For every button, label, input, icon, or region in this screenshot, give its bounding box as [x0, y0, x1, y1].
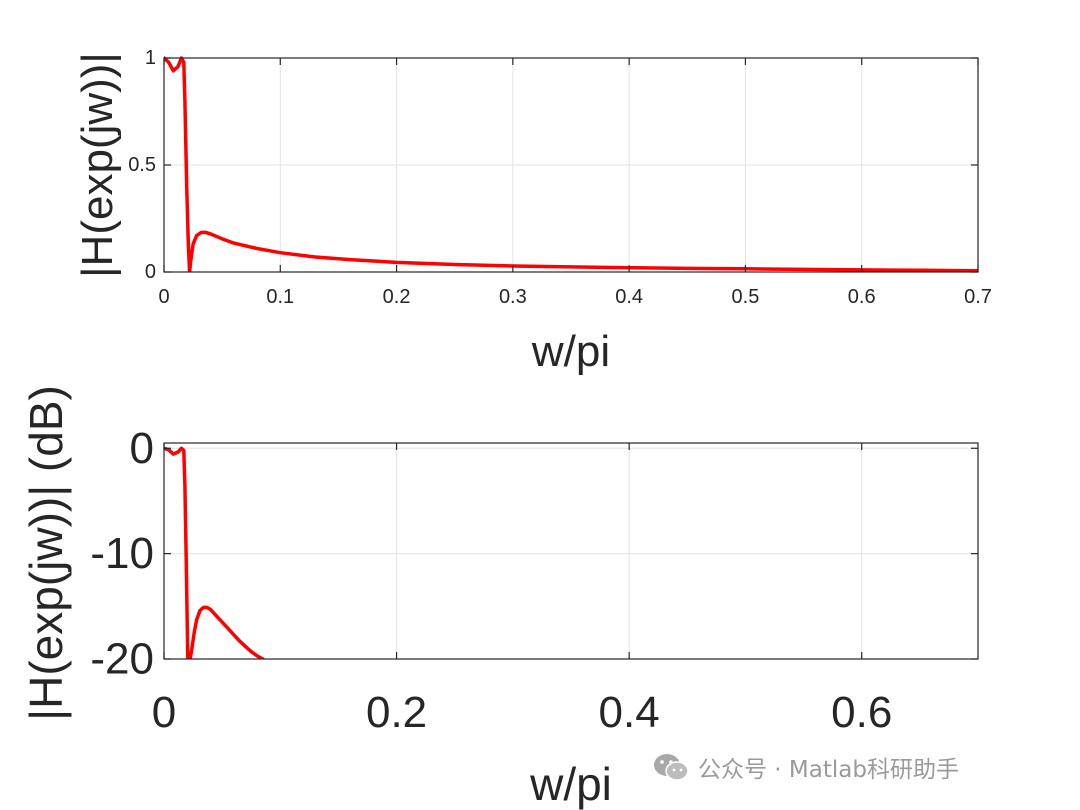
watermark-text: 公众号 · Matlab科研助手 — [698, 757, 959, 783]
x-tick-label: 0.4 — [615, 286, 643, 308]
y-tick-label: 0 — [130, 424, 154, 473]
series-line-0 — [164, 56, 978, 272]
y-tick-label: 0 — [145, 261, 156, 283]
y-tick-label: 1 — [145, 47, 156, 69]
x-tick-label: 0.2 — [383, 286, 411, 308]
x-tick-label: 0.5 — [732, 286, 760, 308]
chart-magnitude-linear: 0 0.1 0.2 0.3 0.4 0.5 0.6 0.7 0 0.5 1 w/pi |H(exp(jw… — [73, 47, 992, 376]
y-axis-label: |H(exp(jw))| — [73, 52, 122, 278]
axes-box — [163, 442, 979, 660]
series-line-0 — [164, 446, 265, 659]
y-tick-label: 0.5 — [128, 154, 156, 176]
x-tick-label: 0.3 — [499, 286, 527, 308]
x-tick-label: 0 — [158, 286, 169, 308]
x-axis-label: w/pi — [529, 758, 612, 810]
x-axis-label: w/pi — [531, 327, 610, 376]
y-tick-label: -20 — [90, 635, 154, 684]
x-tick-label: 0.7 — [964, 286, 992, 308]
x-tick-label: 0.4 — [599, 688, 660, 737]
y-axis-label: |H(exp(jw))| (dB) — [20, 385, 72, 721]
x-tick-label: 0.2 — [366, 688, 427, 737]
x-tick-label: 0.1 — [266, 286, 294, 308]
x-tick-label: 0 — [152, 688, 176, 737]
x-tick-label: 0.6 — [831, 688, 892, 737]
chart-magnitude-db: 0 0.2 0.4 0.6 0 -10 -20 w/pi |H(exp(jw))| (dB) — [20, 385, 979, 810]
x-tick-label: 0.6 — [848, 286, 876, 308]
plot-area — [164, 443, 978, 659]
wechat-icon — [654, 754, 689, 781]
watermark: 公众号 · Matlab科研助手 — [652, 750, 959, 784]
y-tick-label: -10 — [90, 529, 154, 578]
